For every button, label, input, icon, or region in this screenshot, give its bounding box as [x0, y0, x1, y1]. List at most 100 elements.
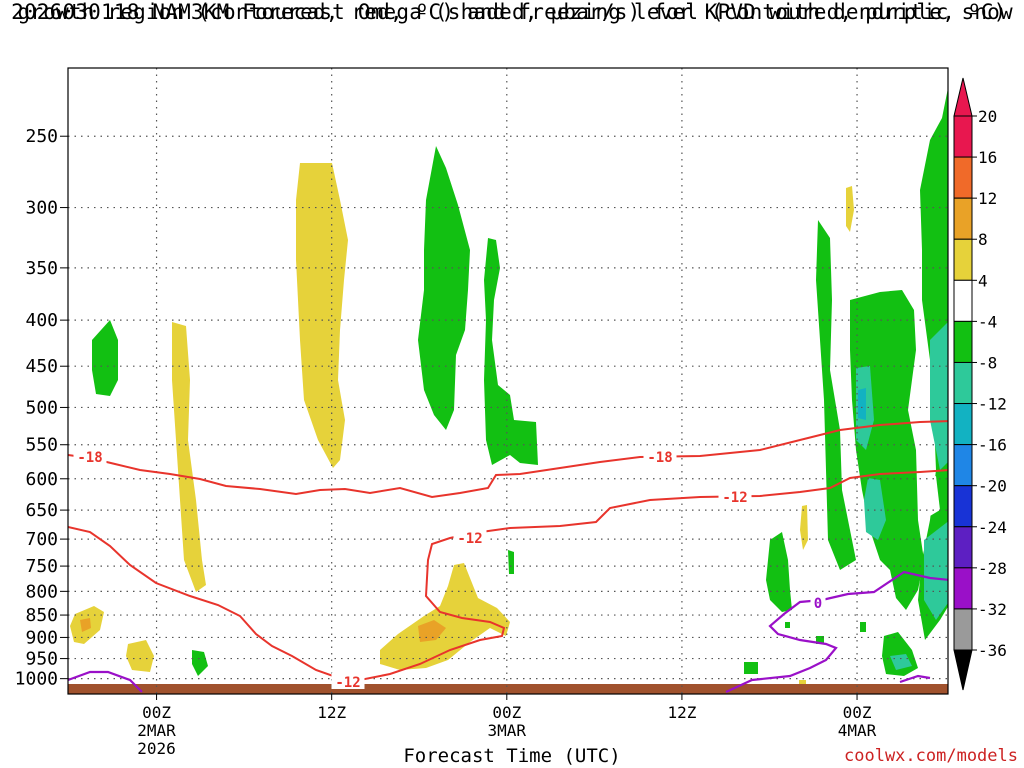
x-tick-label: 2026 — [137, 739, 176, 758]
colorbar-label: -32 — [978, 600, 1007, 619]
omega-negative-region — [860, 622, 866, 632]
colorbar-segment — [953, 526, 973, 569]
colorbar-label: 8 — [978, 230, 988, 249]
y-tick-label: 750 — [25, 556, 58, 577]
x-tick-label: 2MAR — [137, 721, 176, 740]
colorbar-max-arrow — [953, 77, 973, 117]
y-tick-label: 600 — [25, 469, 58, 490]
colorbar-segment — [953, 156, 973, 199]
x-tick-label: 4MAR — [838, 721, 877, 740]
omega-negative-region — [92, 320, 118, 396]
omega-positive-region — [172, 322, 206, 592]
dgz-contour-minus18 — [68, 420, 948, 499]
omega-strongest-negative-region — [858, 388, 866, 420]
colorbar-segment — [953, 320, 973, 363]
y-tick-label: 950 — [25, 649, 58, 670]
y-tick-label: 300 — [25, 198, 58, 219]
omega-negative-region — [484, 238, 538, 465]
colorbar-label: -4 — [978, 312, 997, 331]
contour-labels: -18 -18 -12 -12 -12 0 — [73, 448, 826, 691]
chart-title-line-1: 2026030118 NAM3KM Forecast Omega (shaded… — [11, 0, 1013, 24]
x-tick-label: 00Z — [843, 703, 872, 722]
colorbar-label: -28 — [978, 559, 1007, 578]
grid — [68, 68, 948, 694]
omega-strong-negative-region — [864, 478, 886, 540]
plot-frame — [67, 67, 949, 695]
omega-shading — [68, 88, 948, 694]
omega-positive-region — [800, 505, 808, 550]
omega-negative-region — [192, 650, 208, 676]
colorbar: 20 16 12 8 4 -4 -8 -12 -16 -20 -24 -28 -32 -36 — [953, 77, 1007, 691]
colorbar-segment — [953, 608, 973, 651]
y-tick-label: 900 — [25, 627, 58, 648]
omega-negative-region — [744, 662, 758, 674]
contour-label-background — [810, 594, 826, 610]
x-axis-title: Forecast Time (UTC) — [403, 745, 621, 767]
contour-label: -12 — [457, 531, 482, 547]
y-tick-label: 850 — [25, 605, 58, 626]
x-tick-label: 00Z — [492, 703, 521, 722]
y-tick-label: 400 — [25, 310, 58, 331]
omega-strong-positive-region — [80, 618, 91, 632]
contour-label: 0 — [814, 596, 822, 612]
contour-label-background — [73, 448, 107, 464]
omega-negative-region — [418, 146, 470, 430]
colorbar-segment — [953, 115, 973, 158]
colorbar-segment — [953, 197, 973, 240]
colorbar-segment — [953, 361, 973, 405]
omega-neutral-region — [926, 476, 940, 516]
colorbar-label: -16 — [978, 436, 1007, 455]
colorbar-label: -24 — [978, 518, 1007, 537]
contour-label: -18 — [77, 450, 102, 466]
freezing-level-contour-0 — [725, 570, 948, 693]
surface-strip — [68, 684, 948, 694]
colorbar-label: 16 — [978, 148, 997, 167]
y-tick-label: 650 — [25, 500, 58, 521]
contour-label-background — [331, 673, 365, 689]
omega-positive-region — [126, 640, 154, 672]
y-tick-label: 800 — [25, 581, 58, 602]
y-tick-label: 700 — [25, 529, 58, 550]
omega-negative-region — [882, 632, 918, 676]
colorbar-label: 12 — [978, 189, 997, 208]
colorbar-segment — [953, 238, 973, 281]
colorbar-label: -20 — [978, 477, 1007, 496]
y-tick-label: 1000 — [15, 669, 58, 690]
colorbar-segment — [953, 567, 973, 610]
omega-positive-region — [380, 563, 510, 670]
freezing-level-contour-0 — [899, 674, 931, 684]
chart-title-line-2: growth region (contoured, red, ºC) and f… — [17, 0, 1007, 24]
colorbar-segment — [953, 485, 973, 528]
omega-strong-negative-region — [924, 521, 948, 620]
omega-negative-region — [785, 622, 790, 628]
freezing-level-contour-0 — [68, 670, 143, 693]
omega-strong-positive-region — [418, 620, 446, 642]
omega-negative-region — [850, 290, 924, 610]
y-tick-label: 350 — [25, 258, 58, 279]
colorbar-label: -36 — [978, 641, 1007, 660]
omega-negative-region — [766, 532, 792, 612]
source-credit[interactable]: coolwx.com/models — [844, 746, 1018, 766]
contour-label: -12 — [335, 675, 360, 691]
y-tick-label: 500 — [25, 397, 58, 418]
contour-label-background — [718, 488, 752, 504]
y-tick-label: 450 — [25, 356, 58, 377]
omega-negative-region — [816, 220, 856, 570]
contour-label-background — [643, 448, 677, 464]
colorbar-label: 4 — [978, 271, 988, 290]
x-tick-label: 12Z — [317, 703, 346, 722]
contour-label-background — [453, 529, 487, 545]
colorbar-label: 20 — [978, 107, 997, 126]
y-tick-label: 550 — [25, 435, 58, 456]
contour-label: -12 — [722, 490, 747, 506]
omega-positive-region — [296, 163, 348, 468]
omega-negative-region — [508, 550, 514, 574]
freezing-level-contours — [68, 570, 948, 693]
omega-strong-negative-region — [930, 322, 948, 470]
colorbar-label: -8 — [978, 353, 997, 372]
x-tick-label: 12Z — [667, 703, 696, 722]
y-tick-label: 250 — [25, 126, 58, 147]
colorbar-label: -12 — [978, 395, 1007, 414]
